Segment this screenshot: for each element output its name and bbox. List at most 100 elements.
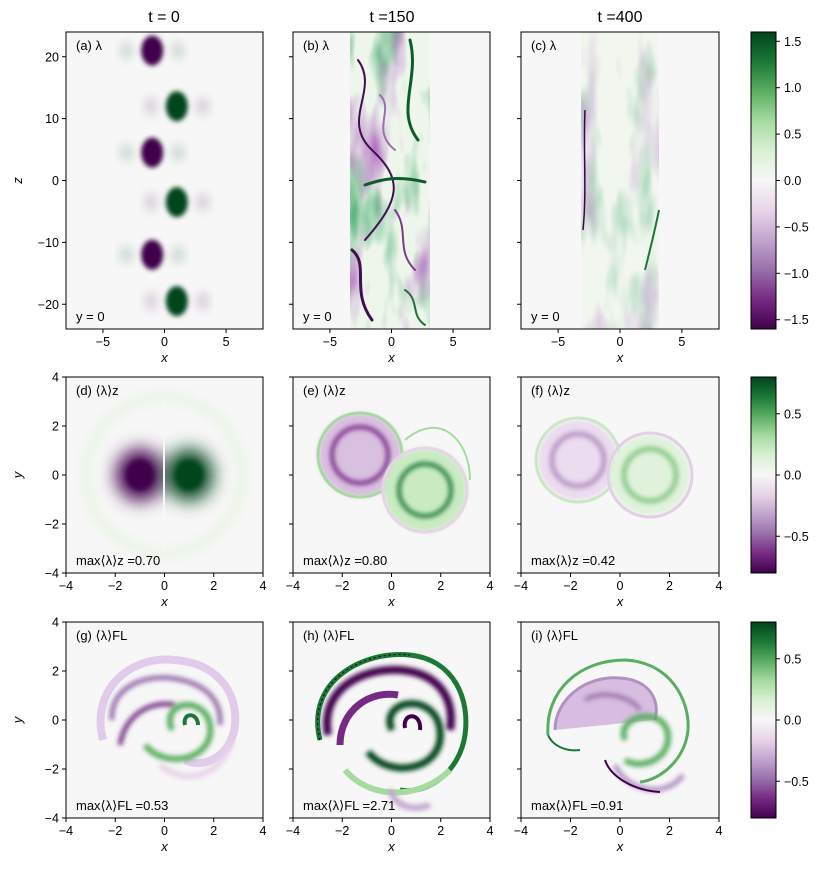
colorbar-1: [750, 31, 777, 330]
colorbar-tick-label: 0.0: [784, 469, 801, 483]
x-tick-label: 4: [716, 579, 723, 593]
x-tick-label: 0: [161, 579, 168, 593]
x-tick-label: −5: [96, 335, 110, 349]
x-tick-label: 0: [161, 335, 168, 349]
panel-a-heatmap: [66, 32, 263, 329]
colorbar-tick-label: 0.5: [784, 407, 801, 421]
x-tick-label: −2: [108, 824, 122, 838]
x-tick-label: 2: [210, 579, 217, 593]
x-axis-label: x: [616, 350, 624, 365]
y-tick-label: 2: [52, 420, 59, 434]
x-axis-label: x: [387, 594, 395, 609]
x-tick-label: −5: [323, 335, 337, 349]
vortex-blob-4: [165, 187, 188, 218]
vortex-blob-2: [165, 91, 188, 122]
side-lobe-left: [144, 193, 157, 212]
side-lobe-left: [120, 245, 133, 264]
colorbar-tick-label: −0.5: [784, 775, 809, 789]
side-lobe-left: [120, 143, 133, 162]
side-lobe-right: [196, 292, 209, 311]
panel-h-annotation: max⟨λ⟩FL =2.71: [303, 798, 395, 813]
x-tick-label: 2: [437, 824, 444, 838]
panel-b-heatmap: [293, 32, 490, 329]
x-tick-label: 4: [487, 579, 494, 593]
side-lobe-right: [196, 193, 209, 212]
panel-g-annotation: max⟨λ⟩FL =0.53: [76, 798, 168, 813]
panel-f-annotation: max⟨λ⟩z =0.42: [531, 553, 615, 568]
x-tick-label: 4: [487, 824, 494, 838]
panel-i-heatmap: [521, 622, 719, 818]
panel-c-label: (c) λ: [531, 38, 557, 53]
side-lobe-left: [144, 292, 157, 311]
panel-d-label: (d) ⟨λ⟩z: [76, 383, 119, 398]
panel-b-annotation: y = 0: [303, 309, 332, 324]
panel-f-label: (f) ⟨λ⟩z: [531, 383, 570, 398]
colorbar-tick-label: 0.0: [784, 714, 801, 728]
y-tick-label: 20: [45, 50, 59, 64]
y-axis-label: y: [10, 470, 25, 479]
x-tick-label: 5: [223, 335, 230, 349]
y-tick-label: −20: [38, 298, 59, 312]
y-tick-label: −4: [45, 567, 59, 581]
side-lobe-right: [172, 143, 185, 162]
x-tick-label: 2: [666, 579, 673, 593]
panel-e-annotation: max⟨λ⟩z =0.80: [303, 553, 387, 568]
x-tick-label: −2: [108, 579, 122, 593]
x-tick-label: 2: [210, 824, 217, 838]
panel-f-heatmap: [521, 377, 719, 573]
x-tick-label: −2: [563, 579, 577, 593]
x-tick-label: 5: [450, 335, 457, 349]
colorbar-tick-label: 1.0: [784, 81, 801, 95]
panel-i-annotation: max⟨λ⟩FL =0.91: [531, 798, 623, 813]
panel-d-heatmap: [66, 377, 263, 573]
side-lobe-left: [144, 97, 157, 116]
colorbar-tick-label: −1.5: [784, 313, 809, 327]
column-title-1: t = 0: [148, 9, 180, 26]
x-axis-label: x: [616, 839, 624, 854]
panel-d-annotation: max⟨λ⟩z =0.70: [76, 553, 160, 568]
y-tick-label: 0: [52, 469, 59, 483]
column-title-3: t =400: [598, 9, 643, 26]
y-tick-label: −2: [45, 763, 59, 777]
x-tick-label: −4: [59, 579, 73, 593]
colorbar-tick-label: −0.5: [784, 530, 809, 544]
x-tick-label: 4: [260, 579, 267, 593]
vortex-blob-5: [141, 239, 164, 270]
side-lobe-right: [172, 245, 185, 264]
x-tick-label: −4: [286, 579, 300, 593]
panel-c-heatmap: [521, 32, 719, 329]
panel-e-label: (e) ⟨λ⟩z: [303, 383, 346, 398]
x-tick-label: 2: [666, 824, 673, 838]
y-tick-label: −4: [45, 812, 59, 826]
x-tick-label: −4: [514, 579, 528, 593]
x-tick-label: 0: [388, 824, 395, 838]
y-tick-label: −2: [45, 518, 59, 532]
panel-h-heatmap: [293, 622, 490, 818]
x-tick-label: 0: [388, 579, 395, 593]
y-tick-label: 10: [45, 112, 59, 126]
x-axis-label: x: [160, 350, 168, 365]
x-tick-label: −2: [335, 824, 349, 838]
x-tick-label: 0: [161, 824, 168, 838]
side-lobe-right: [196, 97, 209, 116]
x-tick-label: 0: [617, 824, 624, 838]
x-tick-label: 2: [437, 579, 444, 593]
vortex-blob-3: [141, 137, 164, 168]
x-tick-label: 0: [388, 335, 395, 349]
vortex-blob-1: [141, 35, 164, 66]
x-axis-label: x: [616, 594, 624, 609]
colorbar-tick-label: 0.0: [784, 174, 801, 188]
x-tick-label: 0: [617, 579, 624, 593]
x-tick-label: −4: [59, 824, 73, 838]
panel-g-label: (g) ⟨λ⟩FL: [76, 628, 127, 643]
x-axis-label: x: [160, 839, 168, 854]
panel-c-annotation: y = 0: [531, 309, 560, 324]
y-tick-label: 0: [52, 174, 59, 188]
panel-e-heatmap: [293, 377, 490, 573]
x-tick-label: 5: [678, 335, 685, 349]
x-tick-label: −2: [563, 824, 577, 838]
y-tick-label: 2: [52, 665, 59, 679]
panel-g-heatmap: [66, 622, 263, 818]
y-tick-label: 4: [52, 616, 59, 630]
